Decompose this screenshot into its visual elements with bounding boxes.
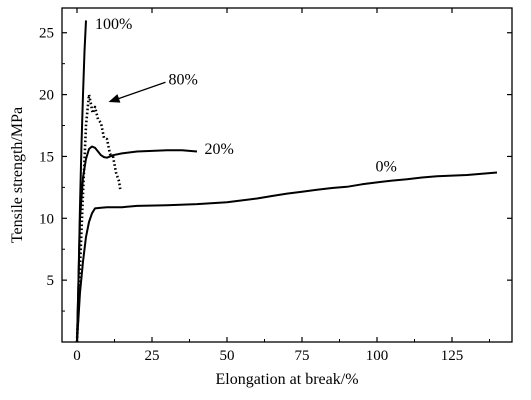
series-label: 100% — [95, 16, 132, 33]
annotation-arrow-head — [108, 94, 121, 103]
x-tick-label: 50 — [220, 348, 235, 364]
series-label: 80% — [169, 72, 198, 89]
series-line-0pct — [76, 171, 498, 343]
x-tick-label: 100 — [366, 348, 389, 364]
x-tick-label: 125 — [441, 348, 464, 364]
series-label: 20% — [205, 141, 234, 158]
y-tick-label: 15 — [39, 149, 54, 165]
y-tick-label: 10 — [39, 211, 54, 227]
y-tick-label: 20 — [39, 88, 54, 104]
x-axis-label: Elongation at break/% — [215, 371, 358, 388]
series-line-80pct — [75, 93, 122, 343]
x-tick-label: 25 — [145, 348, 160, 364]
y-axis-label: Tensile strength/MPa — [9, 107, 26, 243]
y-tick-label: 5 — [47, 273, 55, 289]
series-line-20pct — [76, 145, 198, 343]
plot-layer: 100% 80% 20% 0% — [75, 16, 498, 343]
axis-layer: 0 25 50 75 100 125 5 10 15 20 25 Elongation at brea… — [9, 7, 513, 388]
x-tick-label: 0 — [73, 348, 81, 364]
plot-frame — [61, 7, 513, 343]
x-tick-label: 75 — [295, 348, 310, 364]
annotation-arrow-line — [117, 81, 166, 100]
y-tick-label: 25 — [39, 26, 54, 42]
series-label: 0% — [376, 158, 397, 175]
